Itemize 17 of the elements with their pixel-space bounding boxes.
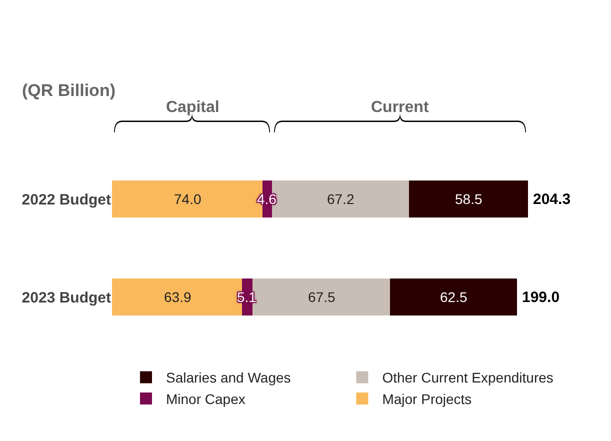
text: Capital <box>166 99 220 116</box>
y-tick-label: 2022 Budget <box>22 191 111 208</box>
legend-label: Major Projects <box>382 390 472 407</box>
data-label: 62.5 <box>440 289 468 305</box>
total-label: 204.3 <box>533 191 571 208</box>
data-label: 74.0 <box>174 191 202 207</box>
y-tick-label: 2023 Budget <box>22 289 111 306</box>
text: (QR Billion) <box>22 81 116 100</box>
legend-label: Minor Capex <box>166 390 246 407</box>
data-label: 67.2 <box>327 191 354 207</box>
data-label: 63.9 <box>164 289 192 305</box>
legend-label: Other Current Expenditures <box>382 370 554 386</box>
legend-label: Salaries and Wages <box>166 370 291 386</box>
text: Current <box>371 99 430 116</box>
data-label: 67.5 <box>308 289 336 305</box>
data-label: 58.5 <box>455 191 482 207</box>
total-label: 199.0 <box>522 289 560 306</box>
